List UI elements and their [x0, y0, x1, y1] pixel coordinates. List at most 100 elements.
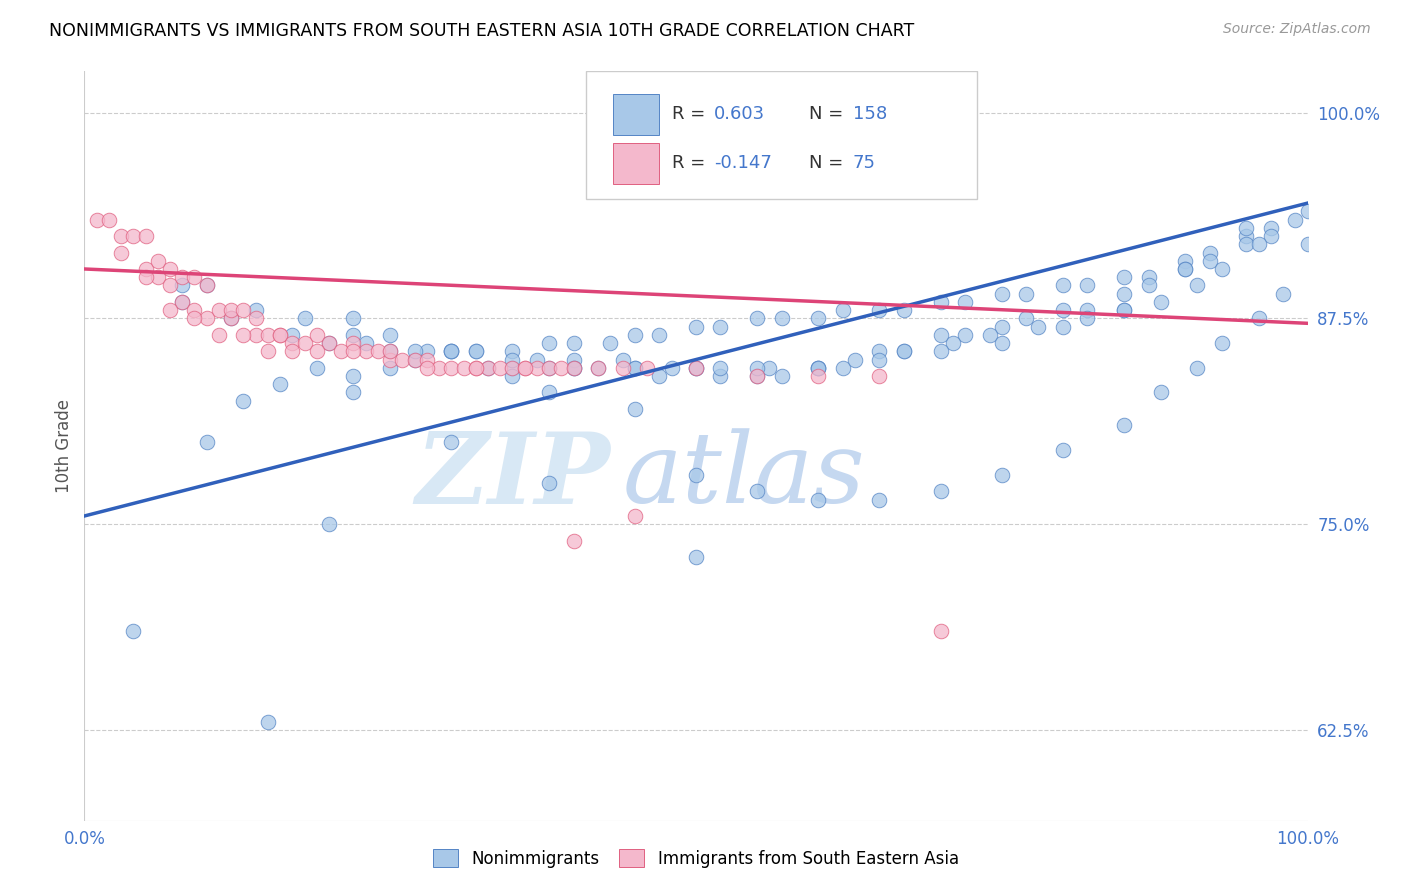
Point	[953, 327, 976, 342]
Point	[146, 253, 169, 268]
Point	[953, 294, 976, 309]
Point	[172, 278, 194, 293]
Point	[538, 476, 561, 491]
Point	[257, 344, 280, 359]
Point	[1187, 360, 1209, 375]
Point	[685, 360, 707, 375]
Point	[562, 360, 585, 375]
Point	[416, 360, 439, 375]
Text: atlas: atlas	[623, 428, 865, 524]
Point	[305, 344, 328, 359]
Point	[110, 229, 132, 244]
Point	[929, 344, 952, 359]
Point	[1114, 270, 1136, 285]
Point	[195, 434, 218, 449]
Point	[1052, 443, 1074, 458]
Point	[929, 327, 952, 342]
Point	[208, 327, 231, 342]
Point	[869, 303, 891, 318]
Point	[709, 319, 731, 334]
Point	[342, 344, 364, 359]
FancyBboxPatch shape	[586, 71, 977, 199]
Point	[747, 369, 769, 384]
Point	[427, 360, 450, 375]
Point	[380, 360, 402, 375]
Point	[991, 319, 1014, 334]
Point	[195, 311, 218, 326]
Point	[416, 352, 439, 367]
Point	[219, 303, 242, 318]
Point	[110, 245, 132, 260]
Point	[464, 360, 486, 375]
Point	[97, 212, 120, 227]
Point	[232, 327, 254, 342]
Point	[538, 360, 561, 375]
Point	[538, 336, 561, 351]
Point	[893, 344, 915, 359]
Point	[624, 327, 647, 342]
Point	[269, 327, 291, 342]
Point	[1114, 418, 1136, 433]
Y-axis label: 10th Grade: 10th Grade	[55, 399, 73, 493]
Text: N =: N =	[808, 153, 842, 172]
Point	[342, 369, 364, 384]
Point	[294, 336, 316, 351]
Point	[661, 360, 683, 375]
Point	[440, 344, 463, 359]
Point	[294, 311, 316, 326]
Point	[831, 303, 853, 318]
Point	[929, 624, 952, 639]
FancyBboxPatch shape	[613, 143, 659, 184]
Point	[232, 303, 254, 318]
Point	[758, 360, 780, 375]
Point	[440, 434, 463, 449]
Point	[464, 344, 486, 359]
Point	[354, 344, 377, 359]
Point	[502, 360, 524, 375]
Point	[869, 344, 891, 359]
Point	[219, 311, 242, 326]
Point	[146, 270, 169, 285]
Text: Source: ZipAtlas.com: Source: ZipAtlas.com	[1223, 22, 1371, 37]
Point	[562, 533, 585, 548]
Point	[562, 360, 585, 375]
Point	[599, 336, 621, 351]
Point	[550, 360, 572, 375]
Point	[807, 360, 830, 375]
Point	[807, 492, 830, 507]
Point	[318, 336, 340, 351]
Text: 75: 75	[852, 153, 876, 172]
Point	[1076, 303, 1098, 318]
Point	[1137, 278, 1160, 293]
Point	[1174, 253, 1197, 268]
Point	[1015, 311, 1038, 326]
Point	[929, 294, 952, 309]
Point	[709, 360, 731, 375]
Point	[183, 303, 205, 318]
Point	[709, 369, 731, 384]
Point	[195, 278, 218, 293]
Point	[477, 360, 499, 375]
Point	[991, 286, 1014, 301]
Point	[135, 262, 157, 277]
Point	[685, 550, 707, 565]
Point	[648, 369, 671, 384]
Point	[380, 352, 402, 367]
Point	[1076, 311, 1098, 326]
Point	[747, 484, 769, 499]
Point	[1296, 237, 1319, 252]
Point	[770, 311, 793, 326]
Point	[502, 352, 524, 367]
Point	[135, 229, 157, 244]
Point	[1236, 220, 1258, 235]
Point	[122, 229, 145, 244]
Text: N =: N =	[808, 105, 842, 123]
Point	[747, 311, 769, 326]
Point	[391, 352, 413, 367]
Point	[1114, 303, 1136, 318]
Point	[416, 344, 439, 359]
Point	[477, 360, 499, 375]
Point	[1260, 229, 1282, 244]
Point	[135, 270, 157, 285]
Point	[807, 360, 830, 375]
